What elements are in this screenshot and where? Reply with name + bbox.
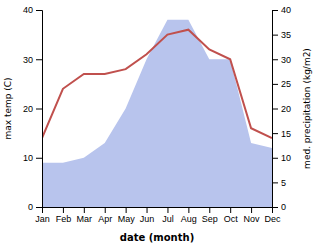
tick-mark <box>36 10 42 11</box>
tick: 10 <box>272 153 291 163</box>
tick: 0 <box>272 202 286 212</box>
tick-label: 0 <box>281 202 286 212</box>
tick-mark <box>272 10 278 11</box>
tick: Jul <box>162 207 174 224</box>
y2-axis: 0 5 10 15 20 25 30 35 40 <box>272 5 291 212</box>
tick-mark <box>105 207 106 213</box>
tick-label: 10 <box>281 153 291 163</box>
tick-mark <box>209 207 210 213</box>
tick-mark <box>272 109 278 110</box>
tick: Nov <box>244 207 261 224</box>
tick-label: 0 <box>28 202 33 212</box>
tick-mark <box>272 84 278 85</box>
tick-mark <box>272 158 278 159</box>
tick: May <box>118 207 136 224</box>
tick-label: 35 <box>281 30 291 40</box>
tick-label: Mar <box>77 214 93 224</box>
tick: Apr <box>98 207 112 224</box>
tick-mark <box>36 109 42 110</box>
tick-label: Oct <box>224 214 239 224</box>
tick-label: 25 <box>281 79 291 89</box>
tick-mark <box>272 133 278 134</box>
tick: Feb <box>56 207 72 224</box>
tick: 15 <box>272 129 291 139</box>
y-axis-title: max temp (C) <box>3 77 13 139</box>
x-axis-title: date (month) <box>120 232 194 243</box>
tick-label: 20 <box>23 104 33 114</box>
y2-axis-title: med. precipitation (kg/m2) <box>302 48 312 169</box>
tick: Jan <box>35 207 50 224</box>
tick: 40 <box>23 5 42 15</box>
tick-label: Jun <box>140 214 155 224</box>
tick-mark <box>84 207 85 213</box>
tick-mark <box>272 59 278 60</box>
tick-mark <box>36 59 42 60</box>
tick: 35 <box>272 30 291 40</box>
tick-label: Apr <box>98 214 112 224</box>
tick-mark <box>147 207 148 213</box>
tick-label: Jul <box>162 214 174 224</box>
tick-mark <box>167 207 168 213</box>
tick-label: 15 <box>281 129 291 139</box>
tick-mark <box>230 207 231 213</box>
tick: 25 <box>272 79 291 89</box>
tick-mark <box>36 207 42 208</box>
tick-label: 20 <box>281 104 291 114</box>
line <box>42 30 272 138</box>
marks <box>42 20 272 207</box>
tick: 0 <box>28 202 42 212</box>
tick: Mar <box>77 207 93 224</box>
x-axis: Jan Feb Mar Apr May Jun Jul Aug Sep Oct NovDec <box>35 207 281 224</box>
tick-mark <box>188 207 189 213</box>
tick-label: 10 <box>23 153 33 163</box>
plot: JanFebMarAprMayJunJulAugSepOctNovDec0102… <box>23 5 291 224</box>
axis-line <box>273 11 279 208</box>
tick: 5 <box>272 178 286 188</box>
axis-line <box>43 208 273 214</box>
chart: JanFebMarAprMayJunJulAugSepOctNovDec0102… <box>0 0 318 247</box>
tick: Aug <box>181 207 197 224</box>
tick-label: 40 <box>281 5 291 15</box>
tick-label: Aug <box>181 214 197 224</box>
tick-mark <box>272 182 278 183</box>
tick-mark <box>251 207 252 213</box>
tick: 30 <box>23 55 42 65</box>
tick-label: 30 <box>23 55 33 65</box>
tick-label: Nov <box>244 214 261 224</box>
tick-mark <box>272 207 278 208</box>
tick: 20 <box>23 104 42 114</box>
tick-label: 40 <box>23 5 33 15</box>
tick-label: Dec <box>264 214 281 224</box>
tick: Jun <box>140 207 155 224</box>
tick-mark <box>126 207 127 213</box>
tick-mark <box>63 207 64 213</box>
tick-mark <box>272 35 278 36</box>
tick-label: 5 <box>281 178 286 188</box>
axis-line <box>36 11 43 208</box>
tick-mark <box>36 158 42 159</box>
tick: 20 <box>272 104 291 114</box>
tick-label: Jan <box>35 214 50 224</box>
tick: 30 <box>272 55 291 65</box>
tick: Dec <box>264 207 281 224</box>
tick-label: 30 <box>281 55 291 65</box>
tick-label: Feb <box>56 214 72 224</box>
tick: 40 <box>272 5 291 15</box>
tick-label: May <box>118 214 136 224</box>
tick-label: Sep <box>202 214 218 224</box>
tick: 10 <box>23 153 42 163</box>
tick: Sep <box>202 207 218 224</box>
tick: Oct <box>224 207 239 224</box>
y-axis: 0 10 20 30 40 <box>23 5 43 212</box>
area <box>42 20 272 207</box>
